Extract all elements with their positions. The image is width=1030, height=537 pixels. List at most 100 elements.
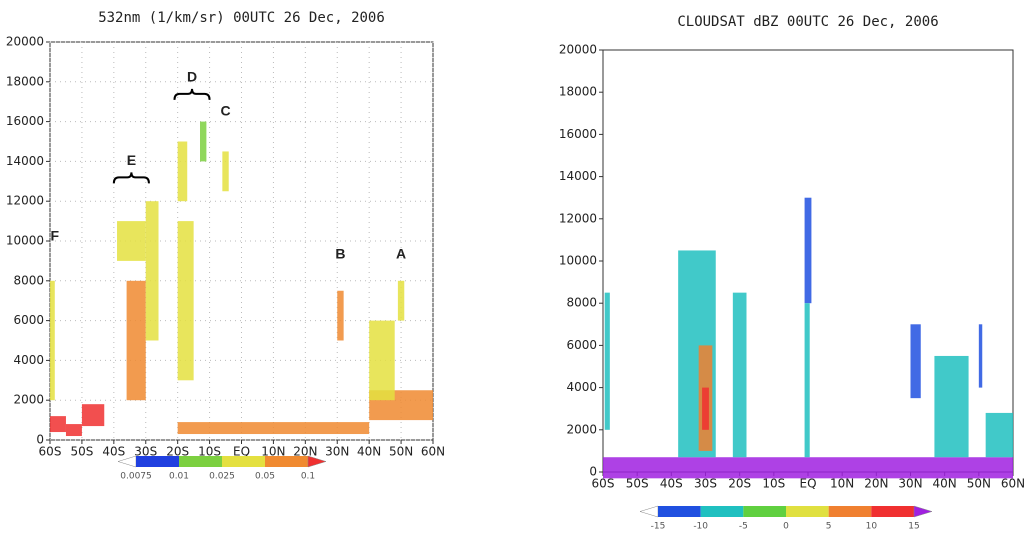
- y-tick-label: 2000: [13, 393, 44, 407]
- cloud-feature: [978, 324, 983, 388]
- y-tick-label: 6000: [13, 313, 44, 327]
- x-tick-label: 50N: [389, 445, 413, 459]
- cloud-feature: [603, 457, 1013, 479]
- cloud-feature: [985, 412, 1013, 458]
- x-tick-label: 50N: [967, 477, 991, 491]
- cloud-feature: [126, 280, 146, 401]
- x-tick-label: 30N: [898, 477, 922, 491]
- annotation: F: [51, 228, 60, 244]
- cloud-feature: [397, 280, 405, 321]
- y-tick-label: 14000: [6, 154, 44, 168]
- x-tick-label: EQ: [233, 445, 250, 459]
- colorbar-label: -10: [693, 522, 708, 532]
- y-tick-label: 4000: [566, 380, 597, 394]
- x-tick-label: 10N: [830, 477, 854, 491]
- x-tick-label: 30N: [325, 445, 349, 459]
- x-tick-label: EQ: [799, 477, 816, 491]
- y-tick-label: 12000: [559, 211, 597, 225]
- x-tick-label: 30S: [134, 445, 157, 459]
- colorbar-label: 0.025: [209, 472, 235, 482]
- cloud-feature: [117, 221, 146, 261]
- y-tick-label: 8000: [13, 273, 44, 287]
- cloud-feature: [177, 422, 370, 435]
- colorbar-label: 0.1: [301, 472, 315, 482]
- cloud-feature: [177, 141, 188, 202]
- x-tick-label: 40S: [102, 445, 125, 459]
- chart-title: 532nm (1/km/sr) 00UTC 26 Dec, 2006: [98, 10, 385, 26]
- colorbar-segment: [265, 456, 308, 467]
- colorbar-label: 0.0075: [120, 472, 152, 482]
- brace: [173, 88, 211, 100]
- colorbar-label: 15: [908, 522, 919, 532]
- cloud-feature: [369, 320, 395, 401]
- x-tick-label: 40S: [660, 477, 683, 491]
- colorbar-segment: [828, 506, 872, 517]
- x-tick-label: 20S: [166, 445, 189, 459]
- y-tick-label: 8000: [566, 296, 597, 310]
- y-tick-label: 6000: [566, 338, 597, 352]
- x-tick-label: 20N: [293, 445, 317, 459]
- x-tick-label: 60N: [1001, 477, 1025, 491]
- x-tick-label: 40N: [357, 445, 381, 459]
- y-tick-label: 0: [36, 433, 44, 447]
- y-tick-label: 12000: [6, 194, 44, 208]
- y-tick-label: 14000: [559, 169, 597, 183]
- chart-title: CLOUDSAT dBZ 00UTC 26 Dec, 2006: [677, 14, 938, 30]
- y-tick-label: 16000: [559, 127, 597, 141]
- annotation: B: [335, 246, 345, 262]
- colorbar-end: [307, 455, 327, 468]
- brace: [112, 172, 150, 184]
- y-tick-label: 18000: [559, 85, 597, 99]
- x-tick-label: 60S: [39, 445, 62, 459]
- cloud-feature: [910, 324, 921, 399]
- x-tick-label: 50S: [626, 477, 649, 491]
- y-tick-label: 20000: [559, 43, 597, 57]
- colorbar-segment: [136, 456, 179, 467]
- x-tick-label: 60N: [421, 445, 445, 459]
- annotation: A: [396, 246, 406, 262]
- x-tick-label: 30S: [694, 477, 717, 491]
- cloud-feature: [50, 280, 55, 401]
- cloud-feature: [81, 404, 105, 427]
- x-tick-label: 10S: [198, 445, 221, 459]
- y-tick-label: 20000: [6, 35, 44, 49]
- colorbar-segment: [786, 506, 829, 517]
- colorbar-segment: [700, 506, 744, 517]
- colorbar-segment: [179, 456, 222, 467]
- colorbar-label: 5: [826, 522, 832, 532]
- cloud-feature: [145, 201, 159, 341]
- colorbar-segment: [871, 506, 914, 517]
- cloud-feature: [222, 151, 229, 192]
- x-tick-label: 60S: [592, 477, 615, 491]
- y-tick-label: 18000: [6, 74, 44, 88]
- x-tick-label: 40N: [933, 477, 957, 491]
- colorbar-segment: [222, 456, 265, 467]
- y-tick-label: 10000: [559, 254, 597, 268]
- annotation: D: [187, 69, 197, 85]
- y-tick-label: 2000: [566, 422, 597, 436]
- cloud-feature: [65, 424, 82, 437]
- colorbar-label: 0.05: [255, 472, 275, 482]
- y-tick-label: 16000: [6, 114, 44, 128]
- cloud-feature: [732, 292, 747, 458]
- annotation: E: [127, 152, 136, 168]
- cloud-feature: [604, 292, 610, 430]
- cloud-feature: [702, 387, 709, 430]
- y-tick-label: 4000: [13, 353, 44, 367]
- x-tick-label: 50S: [70, 445, 93, 459]
- colorbar-end: [639, 505, 659, 518]
- x-tick-label: 20N: [864, 477, 888, 491]
- cloud-feature: [804, 197, 812, 304]
- x-tick-label: 20S: [728, 477, 751, 491]
- colorbar-label: 10: [866, 522, 878, 532]
- cloud-feature: [804, 303, 810, 458]
- x-tick-label: 10S: [762, 477, 785, 491]
- cloud-feature: [934, 355, 969, 458]
- y-tick-label: 0: [589, 465, 597, 479]
- cloud-feature: [177, 221, 194, 381]
- colorbar-segment: [743, 506, 786, 517]
- colorbar-label: -5: [739, 522, 748, 532]
- cloud-feature: [50, 416, 66, 433]
- y-tick-label: 10000: [6, 234, 44, 248]
